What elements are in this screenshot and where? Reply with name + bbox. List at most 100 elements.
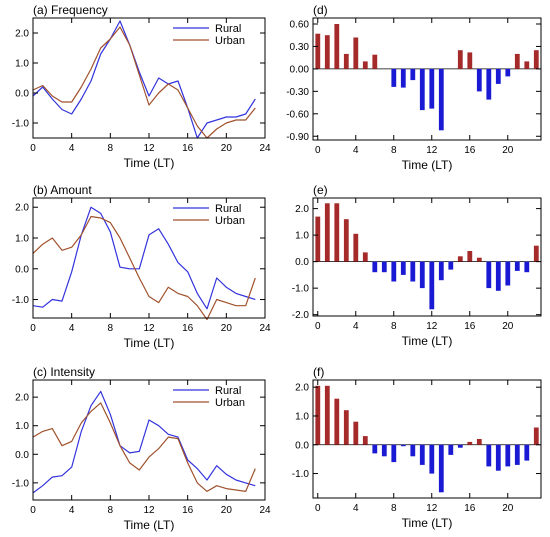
- bar: [343, 219, 349, 262]
- bar: [429, 444, 435, 474]
- x-tick-label: 16: [182, 323, 194, 334]
- bar: [315, 216, 321, 262]
- bar: [372, 54, 378, 69]
- legend-label-urban: Urban: [215, 397, 245, 409]
- bar: [514, 444, 520, 465]
- x-tick-label: 12: [143, 505, 155, 516]
- x-tick-label: 20: [502, 145, 514, 156]
- panel-title: (d): [313, 3, 328, 17]
- bar: [533, 245, 539, 262]
- y-tick-label: 2.0: [295, 383, 309, 394]
- y-tick-label: 0.0: [15, 264, 29, 275]
- x-tick-label: 0: [30, 323, 36, 334]
- x-tick-label: 20: [221, 143, 233, 154]
- bar: [476, 257, 482, 262]
- bar: [467, 441, 473, 445]
- bar: [410, 68, 416, 81]
- bar: [324, 203, 330, 262]
- x-tick-label: 4: [69, 143, 75, 154]
- x-tick-label: 20: [221, 505, 233, 516]
- bar: [391, 261, 397, 282]
- legend-label-urban: Urban: [215, 35, 245, 47]
- x-axis-label: Time (LT): [402, 158, 453, 172]
- x-tick-label: 4: [353, 503, 359, 514]
- y-tick-label: 0.0: [15, 89, 29, 100]
- bar: [505, 261, 511, 286]
- x-tick-label: 0: [315, 321, 321, 332]
- bar: [334, 398, 340, 445]
- bar: [315, 385, 321, 445]
- x-axis-label: Time (LT): [402, 516, 453, 530]
- bar: [524, 444, 530, 461]
- bar: [514, 261, 520, 271]
- series-line-rural: [32, 20, 256, 139]
- bar: [505, 68, 511, 77]
- bar: [400, 68, 406, 88]
- bar: [343, 53, 349, 69]
- bar: [362, 436, 368, 445]
- x-axis-label: Time (LT): [402, 334, 453, 348]
- bar: [467, 251, 473, 262]
- y-tick-label: 0.60: [290, 19, 310, 30]
- bar: [486, 68, 492, 100]
- legend-label-rural: Rural: [215, 203, 241, 215]
- panel-title: (b) Amount: [33, 183, 92, 197]
- y-tick-label: 0.0: [295, 257, 309, 268]
- panel-title: (e): [313, 183, 328, 197]
- bar: [410, 261, 416, 282]
- y-tick-label: 0.00: [290, 64, 310, 75]
- x-tick-label: 8: [391, 145, 397, 156]
- x-tick-label: 16: [182, 505, 194, 516]
- x-tick-label: 24: [259, 323, 271, 334]
- bar: [391, 444, 397, 463]
- y-tick-label: -0.30: [286, 87, 309, 98]
- bar: [495, 444, 501, 471]
- bar: [438, 261, 444, 281]
- series-line-urban: [32, 26, 256, 139]
- x-tick-label: 0: [315, 145, 321, 156]
- bar: [381, 444, 387, 457]
- bar: [448, 444, 454, 455]
- bar: [448, 261, 454, 270]
- y-tick-label: 2.0: [15, 203, 29, 214]
- x-tick-label: 4: [353, 145, 359, 156]
- panel-e: (e) 2.0 1.0 0.0 -1.0 -2.0 0 4 8 12 16 20 Time (LT): [292, 183, 542, 348]
- bar: [438, 444, 444, 493]
- y-tick-label: 0.0: [295, 440, 309, 451]
- bar: [486, 261, 492, 289]
- x-tick-label: 20: [221, 323, 233, 334]
- bar: [419, 261, 425, 289]
- y-tick-label: -2.0: [292, 310, 310, 321]
- bar: [334, 24, 340, 69]
- panel-title: (a) Frequency: [33, 3, 108, 17]
- y-tick-label: 1.0: [15, 59, 29, 70]
- bar: [429, 261, 435, 310]
- y-tick-label: 2.0: [15, 393, 29, 404]
- x-tick-label: 0: [30, 143, 36, 154]
- bar: [486, 444, 492, 467]
- bar: [362, 61, 368, 69]
- x-tick-label: 12: [143, 143, 155, 154]
- x-tick-label: 4: [69, 323, 75, 334]
- bar: [334, 203, 340, 262]
- x-axis-label: Time (LT): [124, 336, 175, 350]
- x-tick-label: 4: [69, 505, 75, 516]
- y-tick-label: -1.0: [12, 295, 30, 306]
- panel-title: (c) Intensity: [33, 365, 95, 379]
- x-tick-label: 20: [502, 321, 514, 332]
- y-tick-label: -1.0: [292, 284, 310, 295]
- bar: [400, 261, 406, 275]
- x-tick-label: 8: [108, 323, 114, 334]
- bar: [324, 35, 330, 69]
- y-tick-label: 2.0: [295, 204, 309, 215]
- y-tick-label: -0.60: [286, 109, 309, 120]
- y-tick-label: 0.30: [290, 42, 310, 53]
- bar: [533, 50, 539, 69]
- bar: [381, 261, 387, 273]
- bar: [372, 444, 378, 454]
- x-axis-label: Time (LT): [124, 156, 175, 170]
- x-tick-label: 0: [30, 505, 36, 516]
